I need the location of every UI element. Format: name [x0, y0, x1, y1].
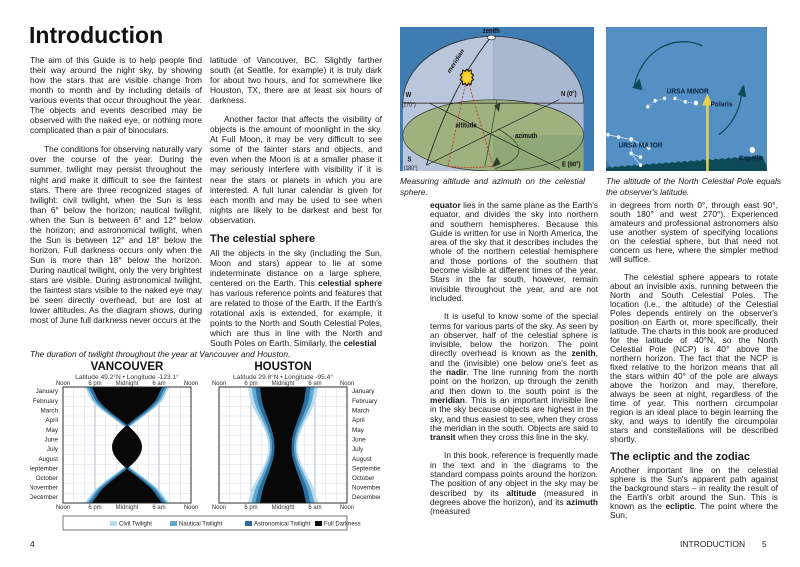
svg-text:January: January — [352, 388, 375, 395]
svg-text:December: December — [352, 494, 380, 501]
svg-text:October: October — [36, 475, 58, 482]
svg-text:Noon: Noon — [56, 381, 70, 387]
svg-text:March: March — [352, 408, 370, 415]
svg-text:6 pm: 6 pm — [88, 505, 101, 511]
svg-text:June: June — [44, 437, 58, 444]
svg-text:6 pm: 6 pm — [244, 381, 257, 387]
svg-text:Noon: Noon — [340, 381, 354, 387]
svg-text:altitude: altitude — [456, 122, 477, 130]
svg-text:VANCOUVER: VANCOUVER — [91, 361, 164, 373]
svg-text:Noon: Noon — [212, 505, 226, 511]
svg-text:Noon: Noon — [340, 505, 354, 511]
svg-text:Midnight: Midnight — [272, 505, 295, 511]
svg-text:Full Darkness: Full Darkness — [324, 522, 361, 528]
svg-text:6 am: 6 am — [308, 381, 321, 387]
svg-text:April: April — [352, 417, 365, 424]
svg-text:W: W — [406, 92, 412, 100]
svg-text:E (90°): E (90°) — [562, 160, 581, 169]
svg-text:Midnight: Midnight — [272, 381, 295, 387]
svg-text:Noon: Noon — [184, 505, 198, 511]
svg-text:S: S — [408, 156, 412, 164]
svg-text:August: August — [352, 456, 372, 463]
svg-text:April: April — [45, 417, 58, 424]
svg-text:Noon: Noon — [212, 381, 226, 387]
svg-text:March: March — [41, 408, 59, 415]
svg-text:January: January — [36, 388, 59, 395]
svg-text:July: July — [47, 446, 59, 453]
svg-text:Latitude 49.2°N • Longitude -1: Latitude 49.2°N • Longitude -123.1° — [75, 373, 179, 381]
svg-text:October: October — [352, 475, 374, 482]
svg-text:November: November — [352, 485, 380, 492]
svg-text:Civil Twilight: Civil Twilight — [119, 522, 152, 528]
svg-text:Capella: Capella — [739, 155, 763, 162]
svg-text:Latitude 29.8°N • Longitude -9: Latitude 29.8°N • Longitude -95.4° — [233, 373, 333, 381]
svg-text:(270°): (270°) — [402, 102, 416, 109]
svg-text:May: May — [46, 427, 59, 434]
svg-text:Noon: Noon — [56, 505, 70, 511]
svg-text:May: May — [352, 427, 365, 434]
svg-text:N (0°): N (0°) — [561, 89, 577, 98]
svg-text:July: July — [352, 446, 364, 453]
svg-text:December: December — [30, 494, 58, 501]
svg-text:August: August — [38, 456, 58, 463]
svg-text:February: February — [33, 398, 59, 405]
svg-text:URSA MINOR: URSA MINOR — [667, 88, 709, 95]
svg-text:(180°): (180°) — [404, 165, 418, 171]
svg-text:Midnight: Midnight — [116, 381, 139, 387]
svg-text:zenith: zenith — [483, 27, 500, 35]
svg-text:6 am: 6 am — [152, 381, 165, 387]
svg-text:azimuth: azimuth — [515, 133, 537, 141]
svg-text:Polaris: Polaris — [711, 101, 733, 108]
svg-text:6 pm: 6 pm — [244, 505, 257, 511]
svg-text:6 am: 6 am — [308, 505, 321, 511]
svg-text:HOUSTON: HOUSTON — [254, 361, 311, 373]
svg-text:Noon: Noon — [184, 381, 198, 387]
svg-text:URSA MAJOR: URSA MAJOR — [619, 142, 663, 149]
svg-text:June: June — [352, 437, 366, 444]
svg-text:September: September — [352, 466, 380, 473]
svg-text:Nautical Twilight: Nautical Twilight — [179, 522, 223, 528]
svg-text:November: November — [30, 485, 58, 492]
svg-text:February: February — [352, 398, 378, 405]
svg-text:September: September — [30, 466, 58, 473]
svg-text:Midnight: Midnight — [116, 505, 139, 511]
svg-text:Astronomical Twilight: Astronomical Twilight — [254, 522, 311, 528]
svg-text:6 am: 6 am — [152, 505, 165, 511]
svg-text:6 pm: 6 pm — [88, 381, 101, 387]
